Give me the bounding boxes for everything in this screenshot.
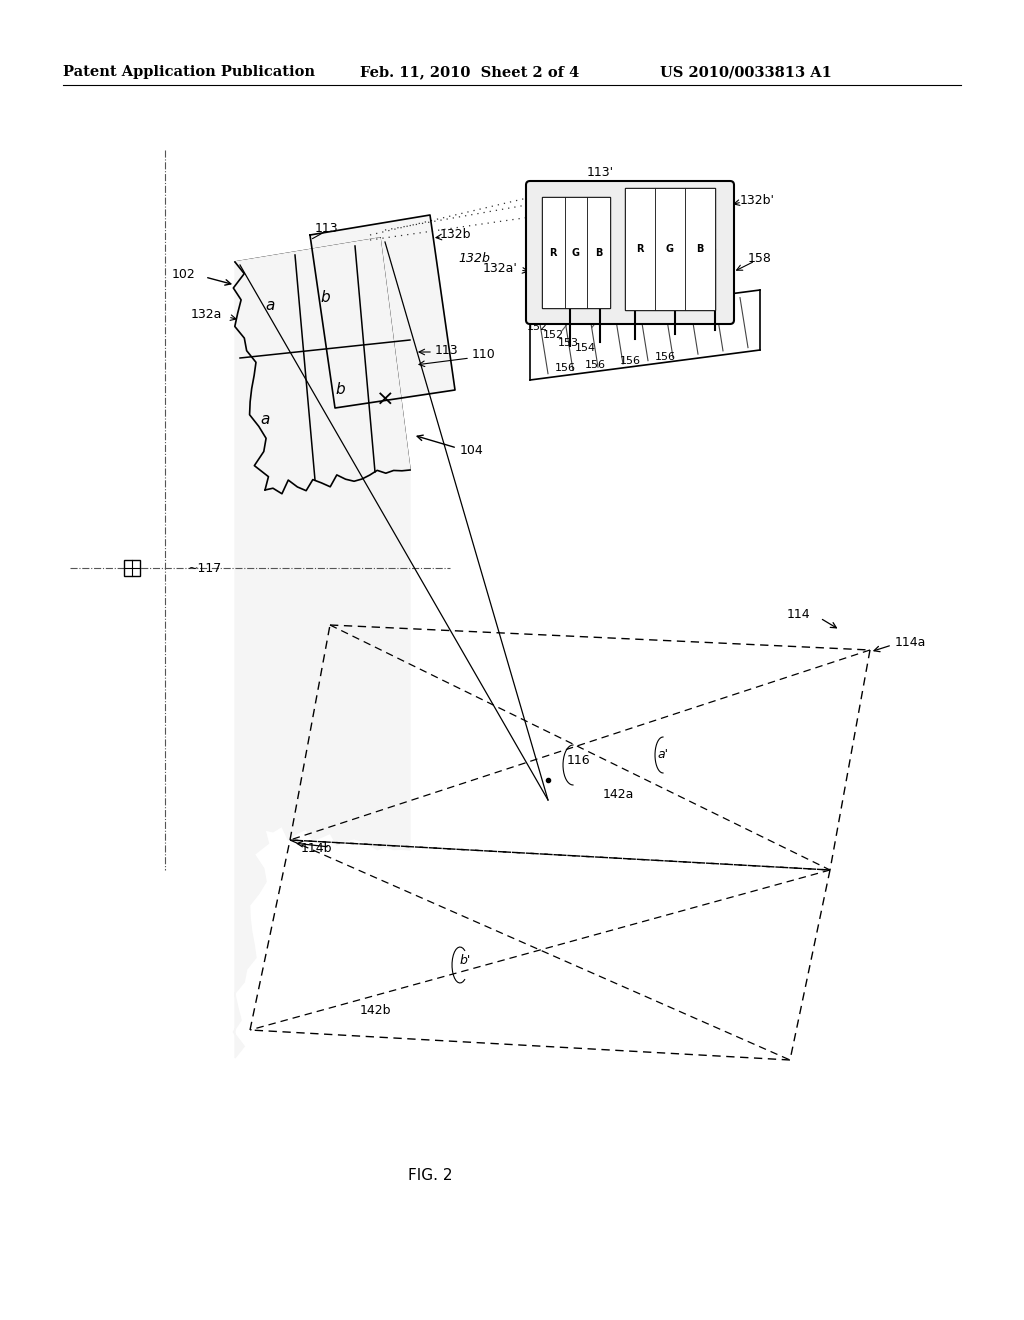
Text: B: B [696, 244, 703, 253]
Text: 154: 154 [574, 343, 596, 352]
Bar [542, 197, 564, 308]
Text: 152: 152 [526, 322, 548, 333]
Text: US 2010/0033813 A1: US 2010/0033813 A1 [660, 65, 831, 79]
Text: R: R [550, 248, 557, 257]
Text: 132b: 132b [458, 252, 490, 264]
FancyBboxPatch shape [526, 181, 734, 323]
Text: 132a: 132a [190, 309, 222, 322]
Polygon shape [310, 215, 455, 408]
Text: 132b': 132b' [740, 194, 775, 206]
Text: 132b: 132b [440, 228, 471, 242]
Bar [685, 187, 715, 310]
Text: 153: 153 [550, 313, 570, 323]
Text: 158: 158 [749, 252, 772, 264]
Text: 113': 113' [587, 166, 613, 180]
Bar [588, 197, 610, 308]
Text: 156: 156 [620, 356, 640, 366]
Text: b: b [335, 383, 345, 397]
Polygon shape [233, 238, 410, 1059]
Text: 152: 152 [543, 330, 563, 341]
Bar [542, 197, 610, 308]
Text: 156: 156 [555, 363, 575, 374]
Text: 132a': 132a' [483, 261, 518, 275]
Text: 116: 116 [566, 754, 590, 767]
Text: 153: 153 [557, 338, 579, 348]
Text: 142b: 142b [360, 1003, 391, 1016]
Bar [625, 187, 715, 310]
Text: 156: 156 [585, 360, 605, 370]
Bar [564, 197, 588, 308]
Text: 113: 113 [435, 343, 459, 356]
Text: Patent Application Publication: Patent Application Publication [63, 65, 315, 79]
Text: a: a [265, 297, 274, 313]
Text: 142a: 142a [603, 788, 635, 801]
Text: 114a: 114a [895, 636, 927, 649]
Text: ×: × [376, 389, 394, 411]
Text: R: R [636, 244, 644, 253]
Bar [625, 187, 655, 310]
Text: a': a' [657, 748, 669, 762]
Text: 110: 110 [472, 348, 496, 362]
Text: FIG. 2: FIG. 2 [408, 1167, 453, 1183]
Text: Feb. 11, 2010  Sheet 2 of 4: Feb. 11, 2010 Sheet 2 of 4 [360, 65, 580, 79]
Text: B: B [595, 248, 602, 257]
Bar [655, 187, 685, 310]
Text: 113: 113 [315, 222, 339, 235]
Bar [124, 560, 140, 576]
Text: ~117: ~117 [188, 561, 222, 574]
Text: a: a [260, 412, 269, 428]
Text: 114: 114 [786, 609, 810, 622]
Text: 114b: 114b [300, 842, 332, 854]
Text: 104: 104 [460, 444, 483, 457]
Text: G: G [572, 248, 580, 257]
Text: 156: 156 [654, 352, 676, 362]
Text: b: b [321, 290, 330, 305]
Text: G: G [666, 244, 674, 253]
Text: 102: 102 [171, 268, 195, 281]
Text: 154: 154 [569, 305, 591, 315]
Text: b': b' [460, 953, 471, 966]
